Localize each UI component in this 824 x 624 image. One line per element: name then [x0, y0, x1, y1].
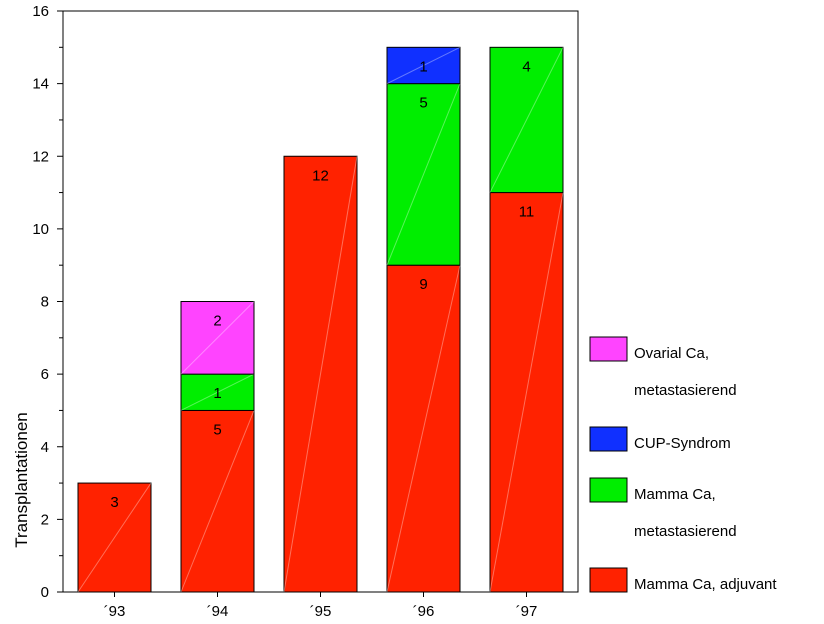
bar-segment: [489, 46, 564, 194]
bar-segment: [386, 46, 461, 85]
data-label: 5: [419, 95, 427, 112]
data-label: 2: [213, 313, 221, 330]
bar-segment: [386, 83, 461, 266]
x-tick-label: ´94: [207, 603, 229, 620]
bar-hatch: [180, 373, 255, 411]
x-tick-label: ´96: [413, 603, 435, 620]
bar-segment: [180, 373, 255, 411]
legend-swatch: [589, 336, 628, 362]
bar-segment: [386, 264, 461, 593]
data-label: 11: [519, 204, 535, 221]
y-tick-label: 0: [41, 584, 49, 601]
bar-segment: [489, 192, 564, 593]
data-label: 5: [213, 421, 221, 438]
legend-swatch: [589, 567, 628, 593]
legend: Ovarial Ca, metastasierend CUP-Syndrom Mamm…: [589, 336, 777, 593]
legend-label: Mamma Ca, adjuvant: [634, 576, 777, 593]
y-tick-label: 4: [41, 439, 49, 456]
bar-segment: [283, 155, 358, 593]
y-axis-title: Transplantationen: [12, 412, 31, 547]
data-label: 1: [419, 58, 427, 75]
y-tick-label: 8: [41, 294, 49, 311]
bar-segment: [180, 409, 255, 593]
x-axis: ´93 ´94 ´95 ´96 ´97: [104, 592, 538, 620]
data-label: 12: [312, 167, 329, 184]
y-tick-label: 16: [32, 3, 49, 20]
bar-hatch: [180, 301, 255, 375]
bar-hatch: [489, 47, 564, 193]
y-tick-label: 6: [41, 366, 49, 383]
data-label: 9: [419, 276, 427, 293]
data-label: 1: [213, 385, 221, 402]
legend-label: CUP-Syndrom: [634, 435, 731, 452]
legend-label: metastasierend: [634, 523, 737, 540]
x-tick-label: ´97: [516, 603, 538, 620]
bar-segment: [180, 301, 255, 375]
bar-hatch: [386, 46, 461, 85]
bar-hatch: [283, 156, 358, 593]
bar-hatch: [386, 265, 461, 593]
bar-hatch: [77, 482, 152, 593]
y-axis: 0 2 4 6 8 10 12 14 16: [32, 3, 63, 601]
legend-swatch: [589, 426, 628, 452]
data-label: 4: [522, 58, 530, 75]
bar-hatch: [180, 410, 255, 593]
y-tick-label: 12: [32, 148, 49, 165]
bar-hatch: [489, 192, 564, 593]
legend-label: Ovarial Ca,: [634, 345, 709, 362]
bar-hatch: [386, 83, 461, 266]
y-tick-label: 2: [41, 511, 49, 528]
y-tick-label: 14: [32, 76, 49, 93]
x-tick-label: ´93: [104, 603, 126, 620]
data-label: 3: [110, 494, 118, 511]
legend-label: metastasierend: [634, 382, 737, 399]
x-tick-label: ´95: [310, 603, 332, 620]
legend-swatch: [589, 477, 628, 503]
legend-label: Mamma Ca,: [634, 486, 716, 503]
y-tick-label: 10: [32, 221, 49, 238]
